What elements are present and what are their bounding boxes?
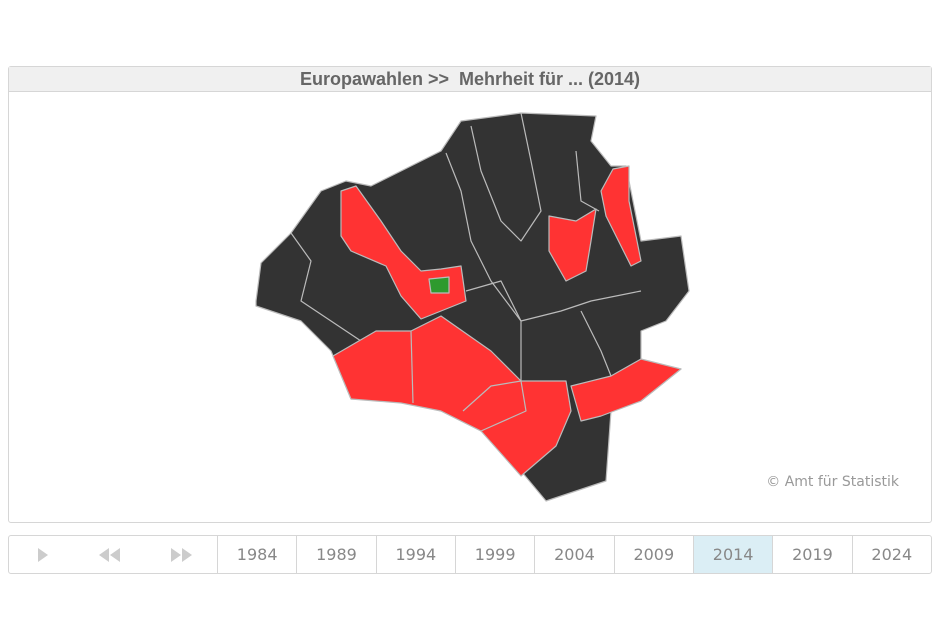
- year-button[interactable]: 1989: [297, 536, 377, 573]
- border: [462, 380, 527, 432]
- controls: [9, 536, 218, 573]
- border: [410, 330, 414, 404]
- year-button[interactable]: 2009: [615, 536, 694, 573]
- year-button[interactable]: 2004: [535, 536, 615, 573]
- timeline: 1984 1989 1994 1999 2004 2009 2014 2019 2024: [8, 535, 932, 574]
- play-button[interactable]: [32, 545, 52, 565]
- border: [580, 310, 612, 377]
- border: [290, 232, 362, 342]
- year-button[interactable]: 2024: [871, 545, 913, 564]
- year-button[interactable]: 2014: [693, 536, 774, 573]
- rewind-button[interactable]: [97, 545, 123, 565]
- year-button[interactable]: 1984: [218, 536, 298, 573]
- region[interactable]: [428, 276, 450, 294]
- panel-title: Europawahlen >> Mehrheit für ... (2014): [9, 67, 931, 92]
- map-panel: Europawahlen >> Mehrheit für ... (2014) …: [8, 66, 932, 523]
- year-button[interactable]: 1999: [456, 536, 536, 573]
- border: [465, 280, 642, 322]
- region[interactable]: [332, 315, 572, 477]
- region[interactable]: [600, 165, 642, 267]
- region[interactable]: [548, 208, 597, 282]
- region[interactable]: [570, 358, 682, 422]
- border: [470, 112, 542, 242]
- credit: © Amt für Statistik: [766, 474, 899, 490]
- map: [255, 112, 690, 502]
- year-button[interactable]: 2019: [773, 536, 853, 573]
- border: [445, 152, 522, 381]
- year-button[interactable]: 1994: [377, 536, 456, 573]
- border: [575, 150, 600, 212]
- forward-button[interactable]: [168, 545, 194, 565]
